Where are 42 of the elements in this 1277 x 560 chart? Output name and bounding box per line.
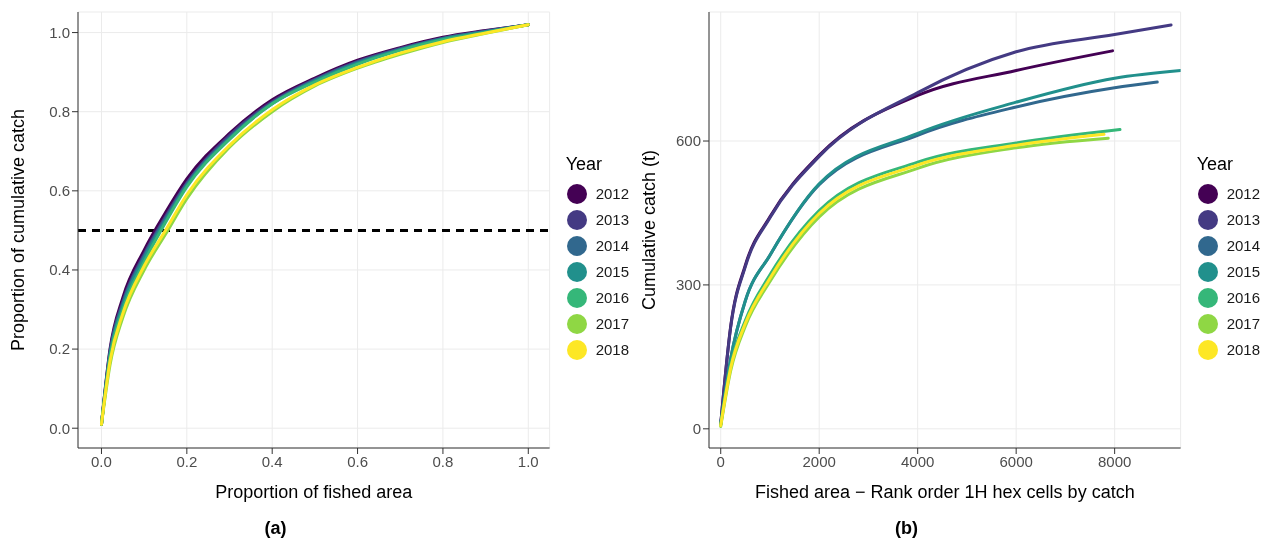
x-axis-title: Proportion of fished area: [215, 482, 414, 502]
y-axis-title: Proportion of cumulative catch: [8, 108, 29, 352]
legend-title: Year: [1196, 153, 1234, 175]
y-tick-label: 600: [675, 132, 701, 150]
y-tick-label: 0: [692, 420, 701, 438]
legend-label: 2017: [595, 315, 629, 332]
legend-title: Year: [565, 153, 603, 175]
legend-label: 2018: [1226, 341, 1260, 358]
x-tick-label: 4000: [900, 452, 935, 470]
x-tick-label: 0.0: [91, 452, 112, 470]
legend-label: 2012: [595, 185, 629, 202]
legend-label: 2013: [1226, 211, 1260, 228]
legend-label: 2015: [595, 263, 629, 280]
x-tick-label: 0.8: [432, 452, 454, 470]
x-tick-label: 0.6: [347, 452, 368, 470]
x-axis-title: Fished area − Rank order 1H hex cells by catch: [754, 482, 1135, 502]
x-tick-label: 0.4: [261, 452, 283, 470]
y-tick-label: 300: [675, 276, 701, 294]
x-tick-label: 2000: [802, 452, 836, 470]
legend-label: 2013: [595, 211, 629, 228]
legend-label: 2014: [1226, 237, 1260, 254]
legend-label: 2014: [595, 237, 629, 254]
text: (b): [894, 518, 919, 539]
y-tick-label: 0.6: [49, 182, 70, 200]
legend-label: 2018: [595, 341, 629, 358]
y-tick-label: 0.4: [49, 261, 70, 279]
x-tick-label: 0.2: [176, 452, 198, 470]
y-tick-label: 1.0: [49, 23, 70, 41]
y-tick-label: 0.8: [49, 103, 70, 121]
legend-label: 2015: [1226, 263, 1260, 280]
x-tick-label: 6000: [999, 452, 1033, 470]
y-tick-label: 0.2: [49, 340, 70, 358]
x-tick-label: 1.0: [517, 452, 539, 470]
legend-label: 2012: [1226, 185, 1260, 202]
legend-label: 2017: [1226, 315, 1260, 332]
text: (a): [263, 518, 288, 539]
x-tick-label: 8000: [1097, 452, 1132, 470]
legend-label: 2016: [595, 289, 629, 306]
legend-label: 2016: [1226, 289, 1260, 306]
x-tick-label: 0: [716, 452, 725, 470]
y-axis-title: Cumulative catch (t): [639, 149, 660, 311]
y-tick-label: 0.0: [49, 419, 70, 437]
